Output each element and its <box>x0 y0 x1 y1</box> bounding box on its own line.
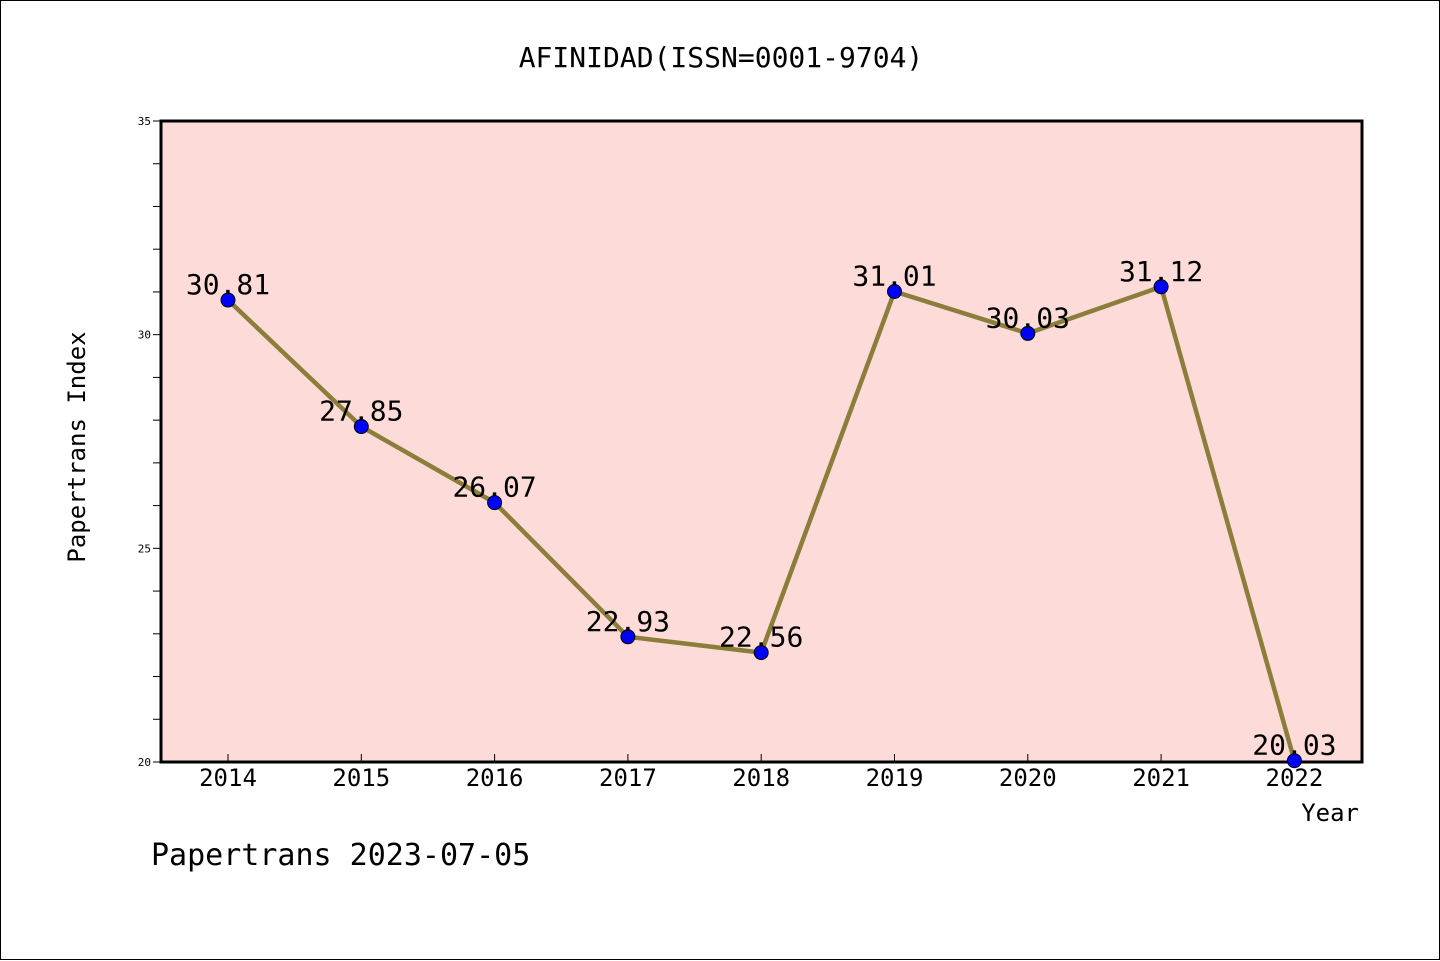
y-axis-label: Papertrans Index <box>63 331 91 562</box>
data-label: 30.03 <box>986 301 1070 334</box>
data-label: 27.85 <box>319 395 403 428</box>
data-point <box>1020 325 1036 341</box>
data-point <box>487 495 503 511</box>
x-tick-label: 2020 <box>999 764 1057 792</box>
x-tick-label: 2021 <box>1132 764 1190 792</box>
data-label: 22.93 <box>586 605 670 638</box>
data-label: 20.03 <box>1252 729 1336 762</box>
data-label: 31.01 <box>852 260 936 293</box>
data-point <box>753 645 769 661</box>
data-point <box>353 419 369 435</box>
data-labels: 30.81 27.85 26.07 22.93 22.56 31.01 30.03 31.12… <box>186 255 1337 762</box>
data-point <box>620 629 636 645</box>
data-label: 22.56 <box>719 621 803 654</box>
data-point <box>1153 279 1169 295</box>
y-tick-label: 35 <box>138 115 151 128</box>
x-tick-label: 2014 <box>199 764 257 792</box>
data-label: 31.12 <box>1119 255 1203 288</box>
footer-credit: Papertrans 2023-07-05 <box>151 838 530 873</box>
y-tick-label: 20 <box>138 756 151 769</box>
data-point <box>1286 753 1302 769</box>
data-label: 30.81 <box>186 268 270 301</box>
x-tick-label: 2017 <box>599 764 657 792</box>
chart-title: AFINIDAD(ISSN=0001-9704) <box>519 41 924 74</box>
data-point <box>887 284 902 300</box>
series-markers <box>220 279 1302 769</box>
plot-area <box>159 119 1364 764</box>
x-tick-label: 2015 <box>332 764 390 792</box>
x-axis-label: Year <box>1301 799 1359 827</box>
y-tick-label: 30 <box>138 329 151 342</box>
y-axis: 20 25 30 35 <box>138 115 161 769</box>
y-tick-label: 25 <box>138 542 151 555</box>
data-label: 26.07 <box>452 471 536 504</box>
x-tick-label: 2016 <box>466 764 524 792</box>
x-tick-label: 2022 <box>1266 764 1324 792</box>
data-point <box>220 292 236 308</box>
x-tick-label: 2018 <box>732 764 790 792</box>
x-tick-label: 2019 <box>866 764 924 792</box>
x-axis: 2014 2015 2016 2017 2018 2019 2020 2021 2022 <box>199 754 1323 792</box>
